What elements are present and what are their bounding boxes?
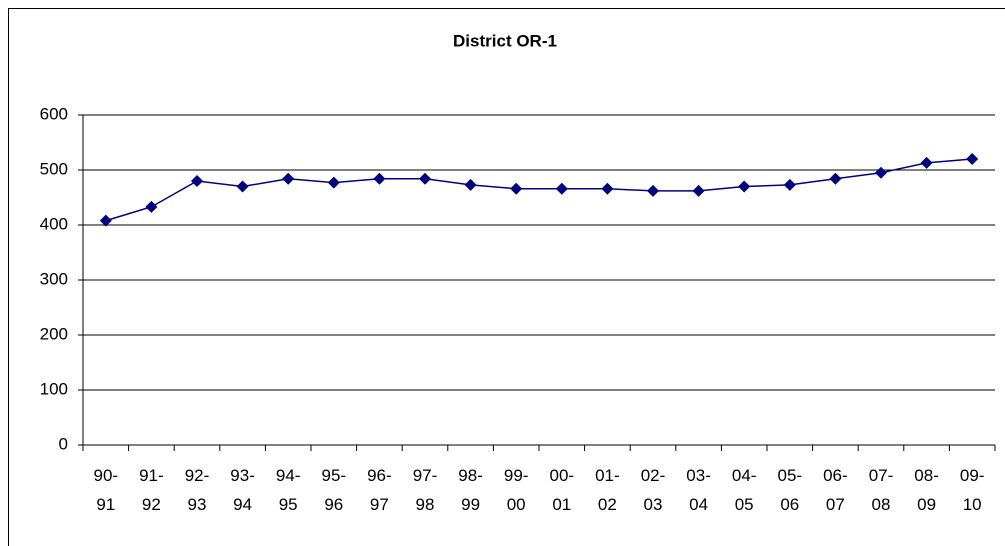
y-tick-label: 0	[59, 434, 68, 453]
data-point	[419, 172, 431, 185]
x-tick-label: 01-02	[595, 466, 620, 514]
data-line	[105, 158, 973, 222]
chart-title: District OR-1	[453, 31, 557, 50]
data-point	[966, 153, 979, 165]
y-tick-label: 300	[40, 269, 68, 288]
x-tick-label: 09-10	[959, 466, 985, 514]
data-point	[373, 172, 386, 185]
data-point	[601, 182, 614, 195]
x-tick-label: 90-91	[93, 466, 119, 514]
x-tick-label: 08-09	[914, 466, 939, 514]
x-tick-label: 02-03	[640, 466, 666, 514]
x-tick-label: 91-92	[139, 466, 164, 514]
y-tick-label: 600	[40, 104, 68, 123]
x-tick-label: 96-97	[367, 466, 392, 514]
x-tick-label: 99-00	[503, 466, 529, 514]
y-tick-label: 100	[40, 379, 68, 398]
x-tick-label: 93-94	[230, 466, 255, 514]
chart-border	[8, 8, 1005, 546]
x-tick-label: 04-05	[731, 466, 757, 514]
data-point	[692, 184, 705, 197]
x-tick-label: 03-04	[686, 466, 711, 514]
x-tick-label: 94-95	[275, 466, 301, 514]
data-point	[464, 178, 477, 191]
data-point	[327, 176, 340, 189]
data-point	[510, 182, 523, 195]
data-point	[783, 178, 796, 191]
data-point	[647, 184, 659, 197]
x-tick-label: 06-07	[823, 466, 848, 514]
x-tick-label: 95-96	[321, 466, 347, 514]
data-point	[236, 180, 249, 193]
data-point	[145, 200, 158, 213]
x-tick-label: 00-01	[549, 466, 575, 514]
data-point	[99, 214, 112, 227]
x-tick-label: 05-06	[777, 466, 803, 514]
y-tick-label: 400	[40, 214, 68, 233]
data-point	[920, 156, 933, 169]
y-tick-label: 500	[40, 159, 68, 178]
x-tick-label: 97-98	[412, 466, 438, 514]
x-tick-label: 92-93	[184, 466, 210, 514]
data-point	[191, 175, 203, 187]
data-point	[829, 172, 842, 185]
data-point	[875, 166, 887, 179]
x-tick-label: 07-08	[868, 466, 894, 514]
data-point	[738, 180, 751, 193]
data-point	[282, 172, 295, 185]
data-point	[555, 182, 568, 195]
y-tick-label: 200	[40, 324, 68, 343]
x-tick-label: 98-99	[458, 466, 483, 514]
